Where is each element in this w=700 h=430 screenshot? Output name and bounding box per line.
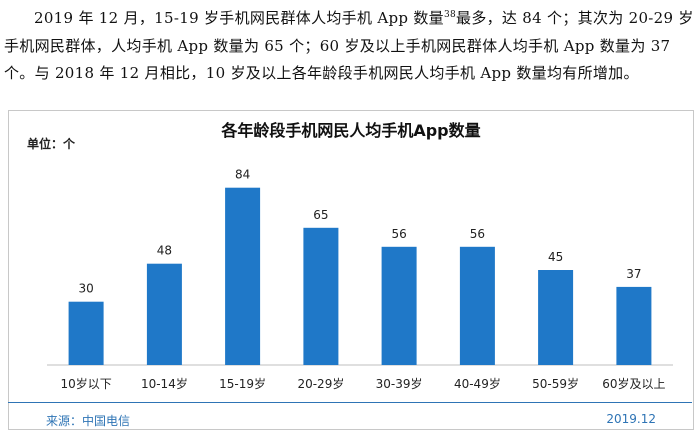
category-label-1: 10-14岁 — [141, 376, 188, 391]
bar-2 — [225, 187, 261, 365]
bar-0 — [68, 301, 104, 365]
data-label-2: 84 — [235, 168, 250, 182]
category-label-3: 20-29岁 — [297, 376, 344, 391]
category-label-6: 50-59岁 — [532, 376, 579, 391]
date-label: 2019.12 — [606, 412, 656, 426]
bar-chart: 30 10岁以下 48 10-14岁 84 15-19岁 65 20-29岁 56 30-39岁 5… — [47, 168, 673, 391]
data-label-4: 56 — [391, 227, 406, 241]
footnote-marker[interactable]: 38 — [443, 10, 457, 20]
category-label-0: 10岁以下 — [60, 376, 111, 391]
category-label-7: 60岁及以上 — [602, 376, 665, 391]
data-label-5: 56 — [470, 227, 485, 241]
bar-5 — [459, 246, 495, 365]
bar-3 — [303, 227, 339, 365]
bar-1 — [146, 263, 182, 365]
intro-text-2: 最多，达 84 个；其次为 20-29 岁手机网民群体，人均手机 App 数量为… — [4, 9, 694, 82]
category-label-4: 30-39岁 — [376, 376, 423, 391]
bar-6 — [538, 270, 574, 365]
data-label-6: 45 — [548, 250, 563, 264]
intro-paragraph: 2019 年 12 月，15-19 岁手机网民群体人均手机 App 数量38最多… — [4, 2, 696, 88]
data-label-1: 48 — [157, 244, 172, 258]
unit-label: 单位：个 — [27, 137, 76, 151]
bar-4 — [381, 246, 417, 365]
intro-text-1: 2019 年 12 月，15-19 岁手机网民群体人均手机 App 数量 — [34, 9, 444, 27]
source-label: 来源：中国电信 — [46, 414, 131, 428]
chart-panel: 各年龄段手机网民人均手机App数量 单位：个 30 10岁以下 48 10-14岁 84… — [8, 110, 694, 430]
bar-7 — [616, 286, 652, 365]
category-label-2: 15-19岁 — [219, 376, 266, 391]
data-label-7: 37 — [626, 267, 641, 281]
footer: 来源：中国电信 2019.12 — [8, 402, 692, 429]
data-label-0: 30 — [78, 282, 93, 296]
category-label-5: 40-49岁 — [454, 376, 501, 391]
chart-title: 各年龄段手机网民人均手机App数量 — [221, 121, 481, 140]
data-label-3: 65 — [313, 208, 328, 222]
